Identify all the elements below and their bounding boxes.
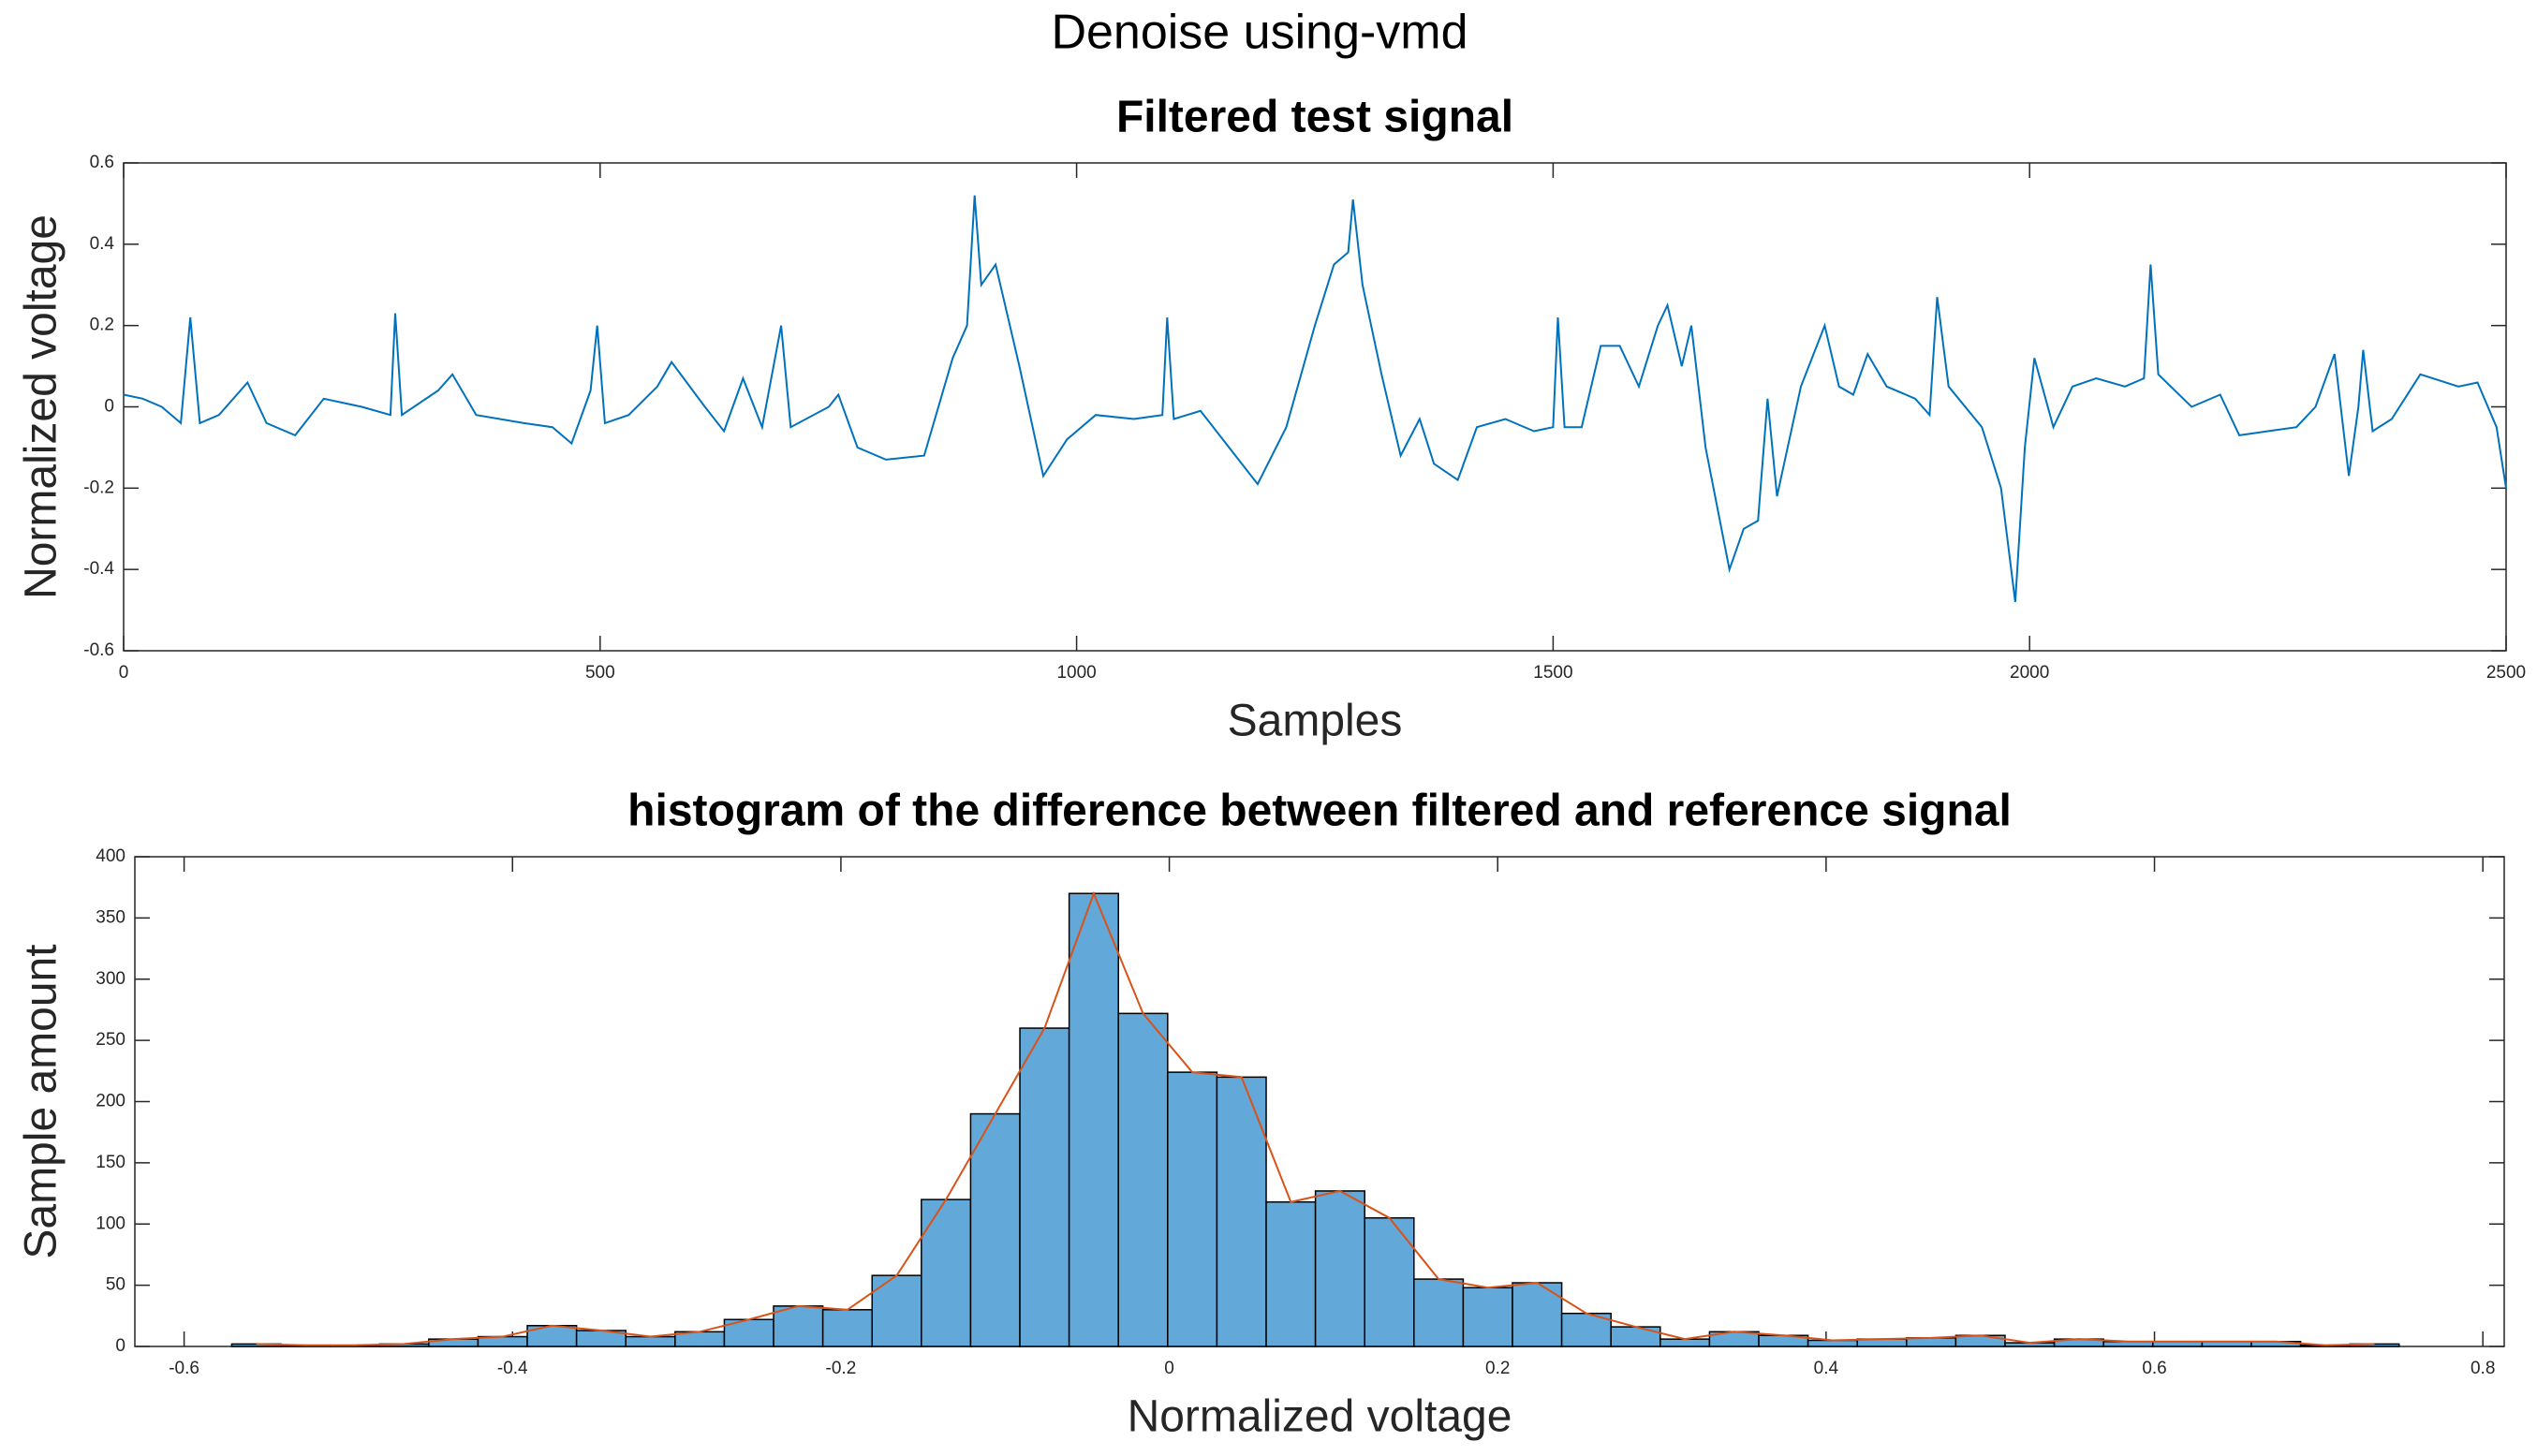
hist-bar: [625, 1335, 676, 1347]
hist-bar: [871, 1274, 922, 1347]
hist-bar: [969, 1112, 1021, 1347]
x-tick-label: 0.4: [1814, 1359, 1839, 1378]
hist-bar: [1462, 1287, 1513, 1347]
hist-bar: [1314, 1190, 1365, 1347]
hist-bar: [1512, 1282, 1563, 1347]
hist-bar: [1364, 1216, 1415, 1347]
y-tick-label: 200: [96, 1092, 125, 1111]
hist-bar: [921, 1199, 972, 1347]
hist-bar: [773, 1305, 824, 1347]
x-tick-label: 0.6: [2142, 1359, 2166, 1378]
y-tick-label: 0.2: [90, 316, 114, 335]
x-tick-label: 1000: [1056, 663, 1096, 683]
x-tick-label: 0: [1164, 1359, 1174, 1378]
y-tick-label: 250: [96, 1030, 125, 1050]
hist-bar: [1167, 1071, 1218, 1347]
y-tick-label: 0: [104, 397, 114, 417]
hist-bar: [1659, 1338, 1711, 1347]
hist-bar: [1265, 1200, 1317, 1347]
hist-bar: [821, 1309, 873, 1347]
x-tick-label: 2500: [2486, 663, 2526, 683]
figure-title: Denoise using-vmd: [1051, 6, 1468, 60]
hist-bar: [1068, 892, 1119, 1347]
y-axis-label: Sample amount: [17, 944, 66, 1258]
chart-title: Filtered test signal: [1116, 93, 1513, 142]
chart-title: histogram of the difference between filt…: [627, 787, 2012, 836]
y-tick-label: -0.6: [83, 640, 114, 660]
y-tick-label: -0.2: [83, 478, 114, 497]
signal-line: [123, 195, 2507, 603]
plot-area: [123, 162, 2507, 652]
y-tick-label: 100: [96, 1213, 125, 1233]
hist-bar: [1019, 1027, 1070, 1347]
y-tick-label: 350: [96, 907, 125, 927]
fit-line: [256, 890, 2375, 1346]
x-tick-label: 0: [119, 663, 129, 683]
hist-bar: [1413, 1278, 1465, 1347]
y-tick-label: -0.4: [83, 559, 114, 579]
y-tick-label: 150: [96, 1153, 125, 1172]
x-tick-label: 0.2: [1485, 1359, 1510, 1378]
x-tick-label: 2000: [2010, 663, 2049, 683]
x-tick-label: -0.4: [497, 1359, 528, 1378]
x-tick-label: 1500: [1533, 663, 1572, 683]
y-tick-label: 300: [96, 969, 125, 989]
x-tick-label: -0.2: [826, 1359, 857, 1378]
y-axis-label: Normalized voltage: [17, 214, 66, 599]
hist-bar: [1610, 1326, 1661, 1347]
y-tick-label: 0: [115, 1336, 125, 1356]
hist-bar: [1117, 1012, 1169, 1347]
y-tick-label: 0.4: [90, 234, 115, 254]
y-tick-label: 400: [96, 846, 125, 866]
y-tick-label: 50: [106, 1275, 125, 1295]
x-tick-label: -0.6: [169, 1359, 199, 1378]
x-tick-label: 500: [585, 663, 615, 683]
x-tick-label: 0.8: [2471, 1359, 2495, 1378]
y-tick-label: 0.6: [90, 153, 114, 172]
hist-bar: [1560, 1312, 1612, 1347]
hist-bar: [1216, 1076, 1267, 1347]
x-axis-label: Normalized voltage: [1128, 1392, 1512, 1442]
x-axis-label: Samples: [1228, 697, 1403, 746]
